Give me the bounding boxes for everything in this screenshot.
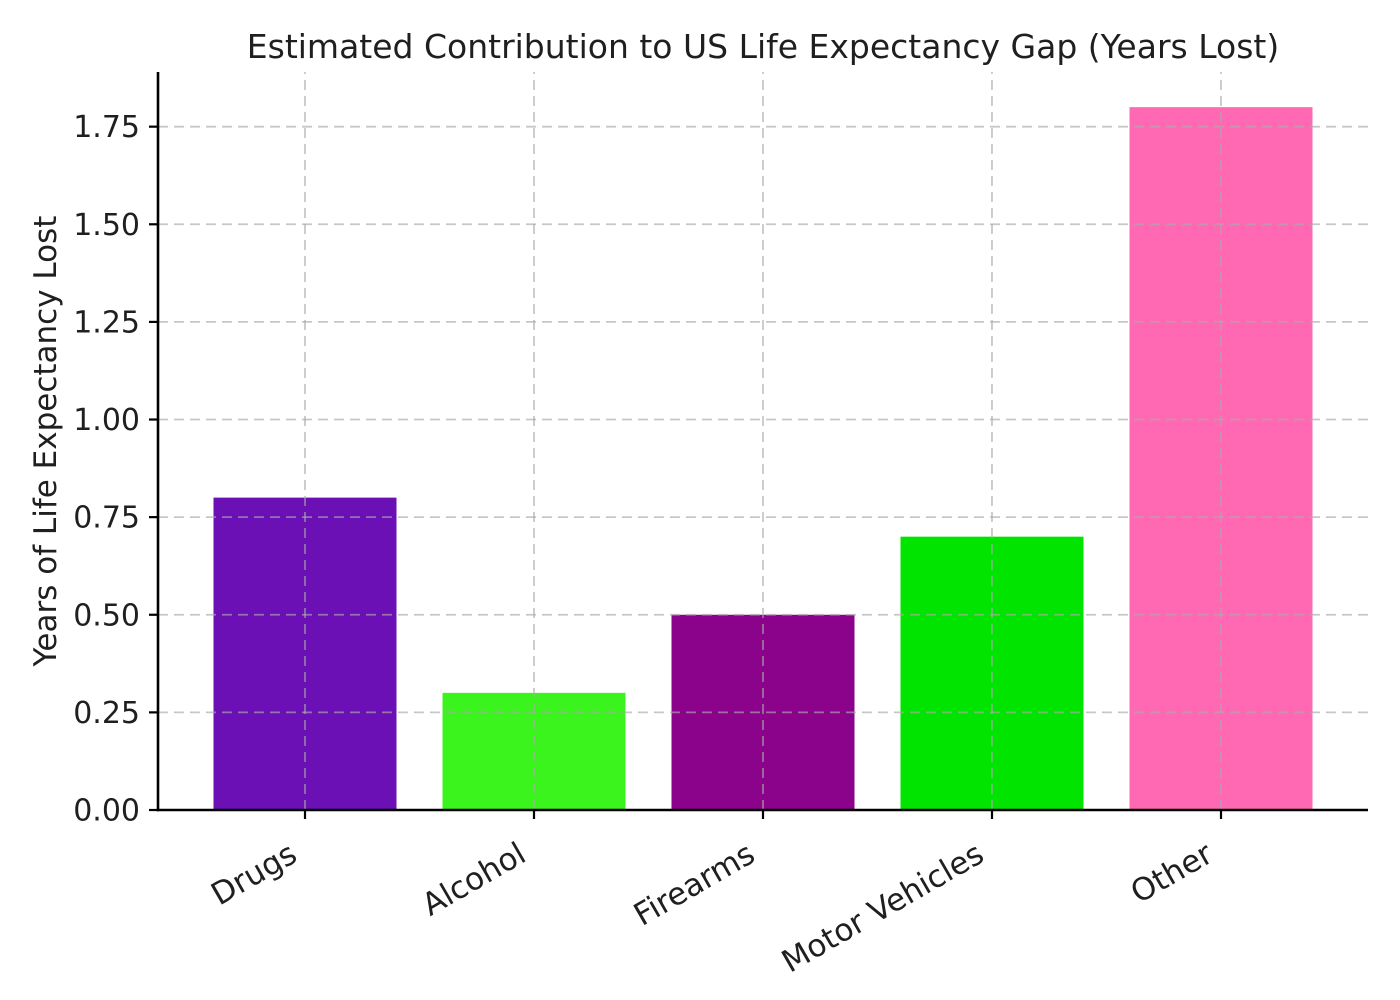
- chart-title: Estimated Contribution to US Life Expect…: [247, 27, 1279, 66]
- grid-layer: [158, 72, 1368, 810]
- y-tick-label: 1.00: [73, 403, 140, 438]
- axes-layer: [149, 72, 1368, 819]
- x-tick-label-motor-vehicles: Motor Vehicles: [776, 836, 990, 980]
- x-tick-label-other: Other: [1125, 836, 1219, 911]
- y-tick-label: 0.75: [73, 501, 140, 536]
- x-tick-label-alcohol: Alcohol: [416, 836, 532, 924]
- y-axis-label: Years of Life Expectancy Lost: [28, 216, 64, 668]
- y-tick-label: 0.50: [73, 598, 140, 633]
- y-tick-label: 1.25: [73, 305, 140, 340]
- y-tick-label: 0.25: [73, 696, 140, 731]
- y-tick-label: 1.75: [73, 110, 140, 145]
- y-tick-label: 0.00: [73, 794, 140, 829]
- y-tick-label: 1.50: [73, 208, 140, 243]
- x-tick-label-drugs: Drugs: [205, 836, 303, 913]
- x-tick-label-firearms: Firearms: [628, 836, 761, 934]
